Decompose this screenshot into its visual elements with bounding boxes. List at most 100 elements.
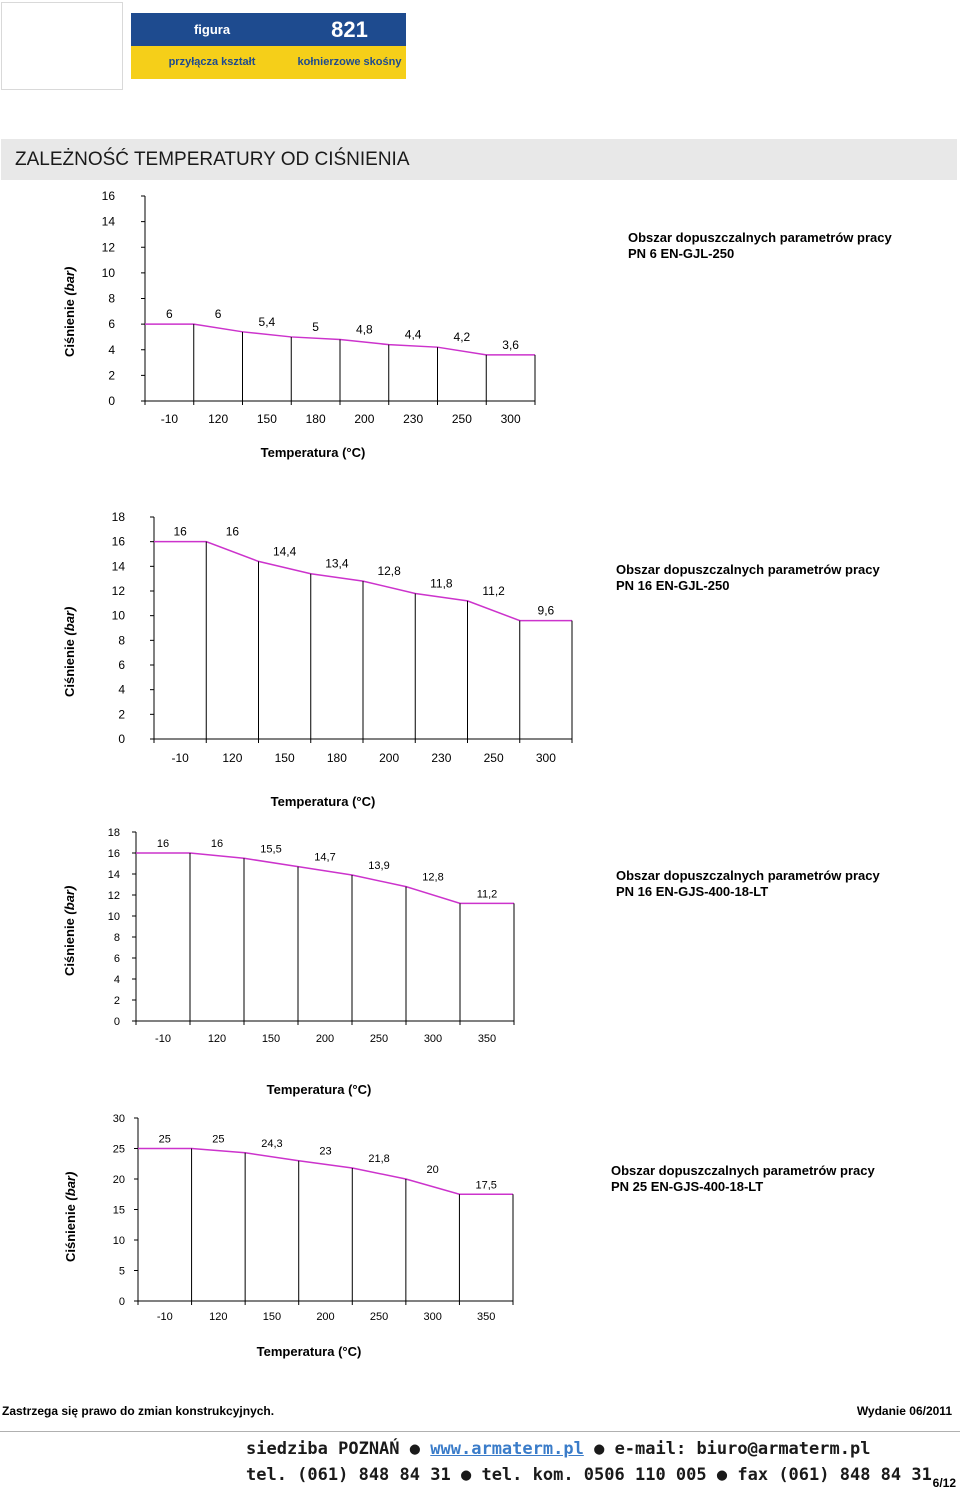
data-label: 14,7 — [314, 852, 335, 864]
website-link[interactable]: www.armaterm.pl — [430, 1439, 584, 1459]
tel-kom-label: tel. kom. 0506 110 005 — [481, 1465, 707, 1485]
y-tick-label: 10 — [113, 1235, 125, 1247]
x-tick-label: 180 — [306, 412, 326, 426]
fax-label: fax (061) 848 84 31 — [737, 1465, 932, 1485]
data-label: 14,4 — [273, 544, 297, 558]
x-tick-label: 150 — [262, 1033, 280, 1045]
y-tick-label: 4 — [108, 343, 115, 357]
y-tick-label: 16 — [108, 848, 120, 860]
data-label: 13,4 — [325, 557, 349, 571]
y-tick-label: 4 — [114, 974, 120, 986]
y-tick-label: 12 — [102, 240, 116, 254]
type-label: kołnierzowe skośny — [293, 46, 406, 79]
y-axis-title: Ciśnienie (bar) — [62, 886, 77, 976]
data-label: 13,9 — [368, 860, 389, 872]
x-tick-label: 150 — [275, 751, 295, 765]
bullet-icon: ● — [594, 1439, 605, 1459]
bullet-icon: ● — [716, 1465, 728, 1485]
logo-placeholder — [1, 2, 123, 90]
x-tick-label: 120 — [222, 751, 242, 765]
x-axis-title: Temperatura (°C) — [267, 1082, 372, 1097]
data-label: 25 — [159, 1134, 171, 1146]
y-tick-label: 10 — [108, 911, 120, 923]
y-axis-title: Ciśnienie (bar) — [62, 267, 77, 357]
data-label: 5,4 — [259, 315, 276, 329]
x-tick-label: 180 — [327, 751, 347, 765]
figure-number: 821 — [293, 13, 406, 46]
x-tick-label: 250 — [484, 751, 504, 765]
chart-subtitle: PN 16 EN-GJL-250 — [616, 578, 729, 593]
y-tick-label: 30 — [113, 1113, 125, 1125]
x-tick-label: 150 — [257, 412, 277, 426]
data-label: 6 — [215, 307, 222, 321]
data-label: 21,8 — [368, 1153, 389, 1165]
y-tick-label: 4 — [118, 683, 125, 697]
data-label: 15,5 — [260, 843, 281, 855]
y-tick-label: 12 — [112, 584, 126, 598]
y-tick-label: 6 — [114, 953, 120, 965]
x-tick-label: 150 — [263, 1311, 281, 1323]
y-tick-label: 0 — [108, 394, 115, 408]
data-label: 16 — [157, 838, 169, 850]
y-tick-label: 25 — [113, 1144, 125, 1156]
y-tick-label: 14 — [112, 559, 126, 573]
x-tick-label: 120 — [208, 1033, 226, 1045]
x-tick-label: 350 — [477, 1311, 495, 1323]
x-tick-label: 300 — [423, 1311, 441, 1323]
y-axis-title: Ciśnienie (bar) — [62, 607, 77, 697]
y-tick-label: 18 — [108, 827, 120, 839]
data-label: 12,8 — [377, 564, 401, 578]
data-label: 16 — [173, 525, 187, 539]
chart-title: Obszar dopuszczalnych parametrów pracy — [628, 230, 892, 245]
y-tick-label: 10 — [102, 266, 116, 280]
x-axis-title: Temperatura (°C) — [257, 1344, 362, 1359]
y-axis-unit: (bar) — [62, 886, 77, 915]
y-tick-label: 2 — [108, 368, 115, 382]
data-label: 24,3 — [261, 1138, 282, 1150]
footer-divider — [0, 1431, 960, 1432]
data-label: 3,6 — [502, 338, 519, 352]
data-label: 25 — [212, 1134, 224, 1146]
x-tick-label: 300 — [424, 1033, 442, 1045]
y-tick-label: 20 — [113, 1174, 125, 1186]
x-tick-label: 230 — [431, 751, 451, 765]
series-line — [136, 852, 514, 905]
x-tick-label: 300 — [501, 412, 521, 426]
y-axis-unit: (bar) — [62, 267, 77, 296]
email-label[interactable]: e-mail: biuro@armaterm.pl — [614, 1439, 871, 1459]
data-label: 9,6 — [538, 604, 555, 618]
y-tick-label: 6 — [118, 658, 125, 672]
data-label: 4,2 — [454, 330, 471, 344]
data-label: 17,5 — [476, 1179, 497, 1191]
x-tick-label: -10 — [171, 751, 189, 765]
x-tick-label: -10 — [161, 412, 179, 426]
y-tick-label: 14 — [102, 215, 116, 229]
data-label: 11,2 — [482, 584, 505, 598]
y-tick-label: 0 — [114, 1016, 120, 1028]
contact-line-2: tel. (061) 848 84 31 ● tel. kom. 0506 11… — [246, 1465, 932, 1485]
x-tick-label: -10 — [157, 1311, 173, 1323]
data-label: 6 — [166, 307, 173, 321]
x-tick-label: 200 — [354, 412, 374, 426]
shape-label: przyłącza kształt — [131, 46, 293, 79]
x-tick-label: 230 — [403, 412, 423, 426]
y-tick-label: 0 — [119, 1296, 125, 1308]
data-label: 4,4 — [405, 328, 422, 342]
chart-subtitle: PN 6 EN-GJL-250 — [628, 246, 734, 261]
footer-note: Zastrzega się prawo do zmian konstrukcyj… — [2, 1404, 275, 1418]
chart-subtitle: PN 16 EN-GJS-400-18-LT — [616, 884, 768, 899]
x-tick-label: 250 — [370, 1033, 388, 1045]
y-tick-label: 15 — [113, 1205, 125, 1217]
data-label: 4,8 — [356, 323, 373, 337]
y-tick-label: 10 — [112, 609, 126, 623]
data-label: 16 — [226, 525, 240, 539]
chart-title: Obszar dopuszczalnych parametrów pracy — [616, 868, 880, 883]
edition-label: Wydanie 06/2011 — [856, 1404, 952, 1418]
y-axis-unit: (bar) — [63, 1172, 78, 1201]
y-tick-label: 2 — [114, 995, 120, 1007]
x-axis-title: Temperatura (°C) — [271, 794, 376, 809]
y-tick-label: 5 — [119, 1266, 125, 1278]
data-label: 5 — [312, 320, 319, 334]
figura-label: figura — [131, 13, 293, 46]
x-tick-label: 200 — [316, 1033, 334, 1045]
